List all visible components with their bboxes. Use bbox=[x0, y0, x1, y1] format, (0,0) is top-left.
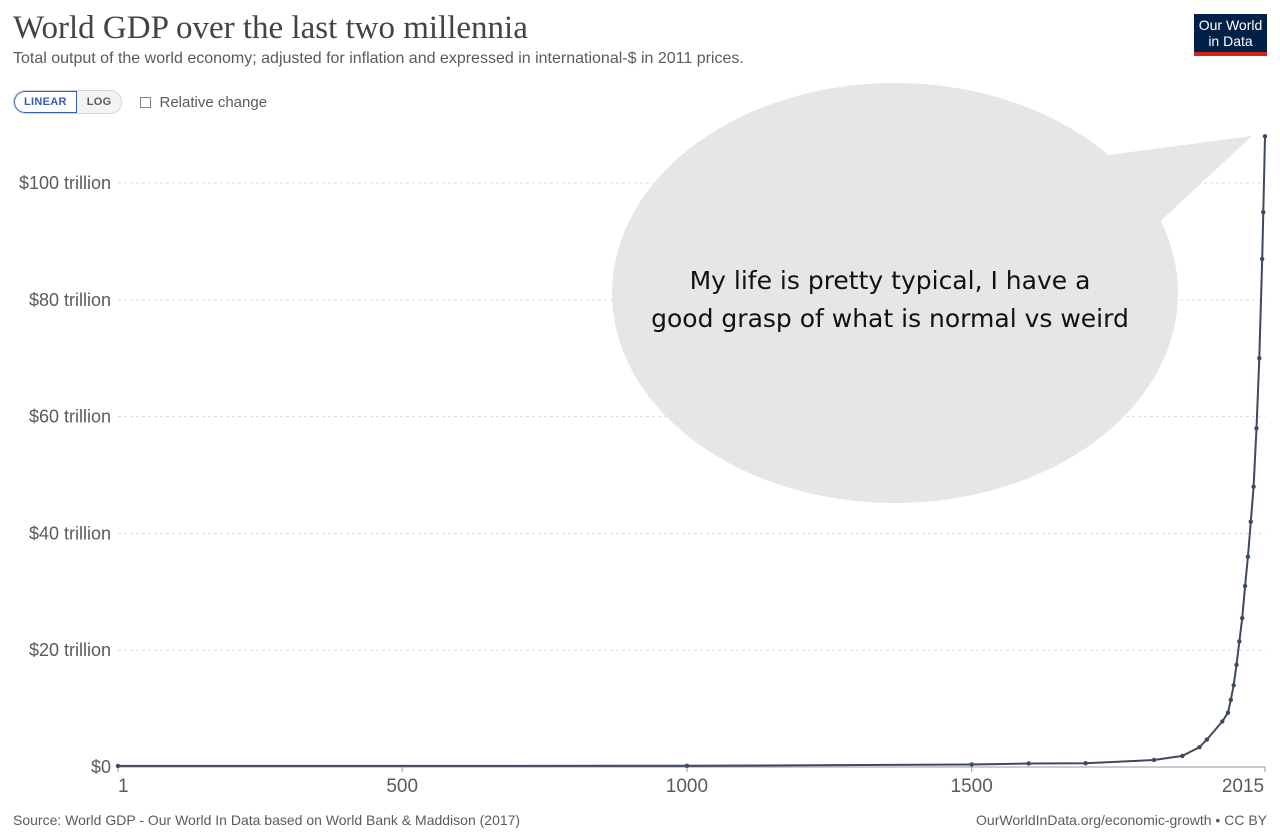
chart-controls: LINEAR LOG Relative change bbox=[13, 90, 267, 114]
source-note: Source: World GDP - Our World In Data ba… bbox=[13, 812, 521, 828]
data-point bbox=[1220, 719, 1225, 724]
logo-line-1: Our World bbox=[1198, 17, 1263, 33]
y-tick-label: $80 trillion bbox=[29, 290, 111, 310]
data-point bbox=[1257, 356, 1262, 361]
log-scale-button[interactable]: LOG bbox=[76, 91, 122, 113]
data-point bbox=[1240, 615, 1245, 621]
data-point bbox=[1242, 583, 1248, 589]
data-point bbox=[1259, 256, 1265, 262]
relative-change-label: Relative change bbox=[159, 93, 268, 111]
data-point bbox=[1248, 519, 1253, 524]
y-tick-label: $20 trillion bbox=[29, 640, 111, 660]
data-point bbox=[1083, 761, 1088, 766]
data-point bbox=[1237, 639, 1242, 644]
data-point bbox=[1228, 697, 1234, 703]
data-point bbox=[1261, 210, 1266, 215]
linear-scale-button[interactable]: LINEAR bbox=[14, 91, 77, 113]
y-tick-label: $100 trillion bbox=[19, 173, 111, 193]
owid-logo[interactable]: Our World in Data bbox=[1194, 14, 1267, 56]
footer-credit: OurWorldInData.org/economic-growth • CC … bbox=[976, 812, 1267, 828]
data-point bbox=[1262, 134, 1268, 139]
data-point bbox=[1151, 757, 1157, 763]
data-point bbox=[1225, 710, 1231, 715]
chart-subtitle: Total output of the world economy; adjus… bbox=[13, 50, 744, 67]
data-point bbox=[1197, 744, 1202, 750]
data-point bbox=[969, 762, 974, 767]
scale-toggle: LINEAR LOG bbox=[13, 90, 123, 114]
y-axis: $0 $20 trillion $40 trillion $60 trillion $8… bbox=[19, 173, 111, 777]
data-point bbox=[115, 763, 121, 769]
data-point bbox=[684, 763, 690, 768]
x-tick-label: 1 bbox=[118, 776, 129, 797]
checkbox-icon[interactable] bbox=[140, 96, 152, 108]
series-world-gdp bbox=[115, 134, 1268, 769]
data-point bbox=[1254, 426, 1259, 431]
data-point bbox=[1251, 484, 1256, 489]
data-point bbox=[1245, 554, 1251, 559]
data-point bbox=[1204, 737, 1210, 742]
data-point bbox=[1026, 761, 1031, 766]
data-point bbox=[1231, 683, 1236, 688]
x-tick-label: 1500 bbox=[951, 776, 993, 797]
x-tick-label: 1000 bbox=[666, 776, 708, 797]
license-label: • CC BY bbox=[1211, 812, 1267, 828]
speech-bubble-line-1: My life is pretty typical, I have a bbox=[689, 266, 1091, 295]
speech-bubble-body bbox=[612, 83, 1178, 503]
data-point bbox=[1180, 753, 1185, 759]
y-tick-label: $40 trillion bbox=[29, 523, 111, 543]
x-tick-label: 2015 bbox=[1222, 776, 1264, 797]
y-tick-label: $60 trillion bbox=[29, 407, 111, 427]
speech-bubble-tail bbox=[1070, 136, 1252, 240]
data-point bbox=[1234, 662, 1239, 667]
speech-bubble-text: My life is pretty typical, I have a good… bbox=[620, 262, 1160, 338]
source-link[interactable]: OurWorldInData.org/economic-growth bbox=[976, 812, 1212, 828]
speech-bubble-line-2: good grasp of what is normal vs weird bbox=[651, 304, 1129, 333]
logo-line-2: in Data bbox=[1208, 33, 1253, 49]
chart-title: World GDP over the last two millennia bbox=[13, 10, 528, 46]
speech-bubble bbox=[612, 83, 1252, 503]
x-axis: 1 500 1000 1500 2015 bbox=[117, 767, 1266, 797]
x-tick-label: 500 bbox=[386, 776, 418, 797]
relative-change-toggle[interactable]: Relative change bbox=[140, 94, 267, 111]
y-tick-label: $0 bbox=[91, 757, 111, 777]
